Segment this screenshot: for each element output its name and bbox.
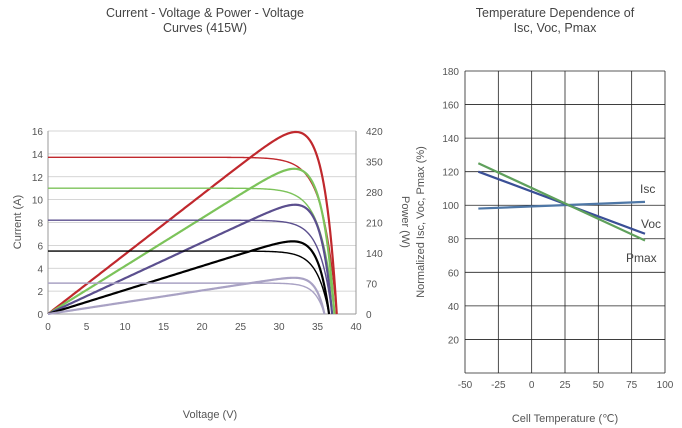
temp-x-tick-label: -50 (458, 380, 473, 391)
iv-x-tick-label: 35 (312, 322, 324, 333)
iv-x-tick-label: 10 (119, 322, 131, 333)
temp-y-tick-label: 60 (448, 268, 460, 279)
iv-y2-tick-label: 350 (366, 158, 383, 169)
pv-curve-2 (47, 203, 334, 315)
iv-y2-tick-label: 210 (366, 219, 383, 230)
temp-chart-title: Temperature Dependence of Isc, Voc, Pmax (440, 6, 670, 36)
iv-x-tick-label: 20 (196, 322, 208, 333)
temp-y-tick-label: 160 (442, 101, 459, 112)
temp-title-line-2: Isc, Voc, Pmax (513, 21, 597, 35)
temp-y-axis-label: Normalized Isc, Voc, Pmax (%) (415, 146, 427, 298)
iv-y2-axis-label: Power (W) (399, 196, 411, 248)
temp-series-label-pmax: Pmax (626, 251, 657, 265)
iv-y2-tick-label: 0 (366, 310, 372, 321)
iv-x-tick-label: 40 (350, 322, 362, 333)
pv-curve-4 (47, 276, 326, 316)
iv-curve-0 (48, 156, 338, 315)
iv-y-tick-label: 6 (37, 241, 43, 252)
iv-x-axis-label: Voltage (V) (183, 409, 237, 421)
temp-y-tick-label: 120 (442, 168, 459, 179)
pv-curve-1 (47, 167, 336, 315)
iv-x-tick-label: 30 (273, 322, 285, 333)
iv-title-line-1: Current - Voltage & Power - Voltage (105, 6, 305, 20)
iv-x-tick-label: 0 (45, 322, 51, 333)
temp-y-tick-label: 100 (442, 201, 459, 212)
iv-x-tick-label: 5 (84, 322, 90, 333)
temp-title-line-1: Temperature Dependence of (475, 6, 635, 20)
iv-y-tick-label: 12 (32, 173, 44, 184)
temp-series-label-voc: Voc (641, 217, 661, 231)
iv-x-tick-label: 15 (158, 322, 170, 333)
iv-y-tick-label: 14 (32, 150, 44, 161)
iv-y-tick-label: 4 (37, 264, 43, 275)
iv-y-tick-label: 8 (37, 219, 43, 230)
iv-y-tick-label: 16 (32, 127, 44, 138)
iv-y2-tick-label: 280 (366, 188, 383, 199)
temp-x-tick-label: 50 (593, 380, 605, 391)
temp-x-tick-label: 100 (657, 380, 674, 391)
temp-y-tick-label: 40 (448, 302, 460, 313)
temp-y-tick-label: 140 (442, 134, 459, 145)
iv-y2-tick-label: 420 (366, 127, 383, 138)
iv-y2-tick-label: 140 (366, 249, 383, 260)
iv-curve-1 (48, 187, 336, 315)
iv-y-axis-label: Current (A) (12, 195, 24, 249)
iv-curve-3 (48, 250, 330, 315)
iv-y-tick-label: 10 (32, 196, 44, 207)
temp-series-line-isc (478, 200, 646, 210)
temp-x-axis-label: Cell Temperature (℃) (512, 413, 618, 425)
temp-series-label-isc: Isc (640, 182, 655, 196)
temp-series-line-pmax (477, 162, 646, 242)
temp-x-tick-label: 0 (529, 380, 535, 391)
temp-x-tick-label: -25 (491, 380, 506, 391)
pv-curve-0 (47, 130, 338, 315)
iv-y2-tick-label: 70 (366, 280, 378, 291)
temp-y-tick-label: 80 (448, 235, 460, 246)
temp-x-tick-label: 75 (626, 380, 638, 391)
iv-chart-title: Current - Voltage & Power - Voltage Curv… (40, 6, 370, 36)
temp-x-tick-label: 25 (559, 380, 571, 391)
iv-title-line-2: Curves (415W) (162, 21, 248, 35)
iv-curve-2 (48, 219, 333, 315)
iv-y-tick-label: 0 (37, 310, 43, 321)
iv-y-tick-label: 2 (37, 287, 43, 298)
iv-x-tick-label: 25 (235, 322, 247, 333)
pv-curve-3 (47, 240, 331, 316)
iv-curve-4 (48, 282, 326, 315)
temp-y-tick-label: 180 (442, 67, 459, 78)
temp-y-tick-label: 20 (448, 335, 460, 346)
